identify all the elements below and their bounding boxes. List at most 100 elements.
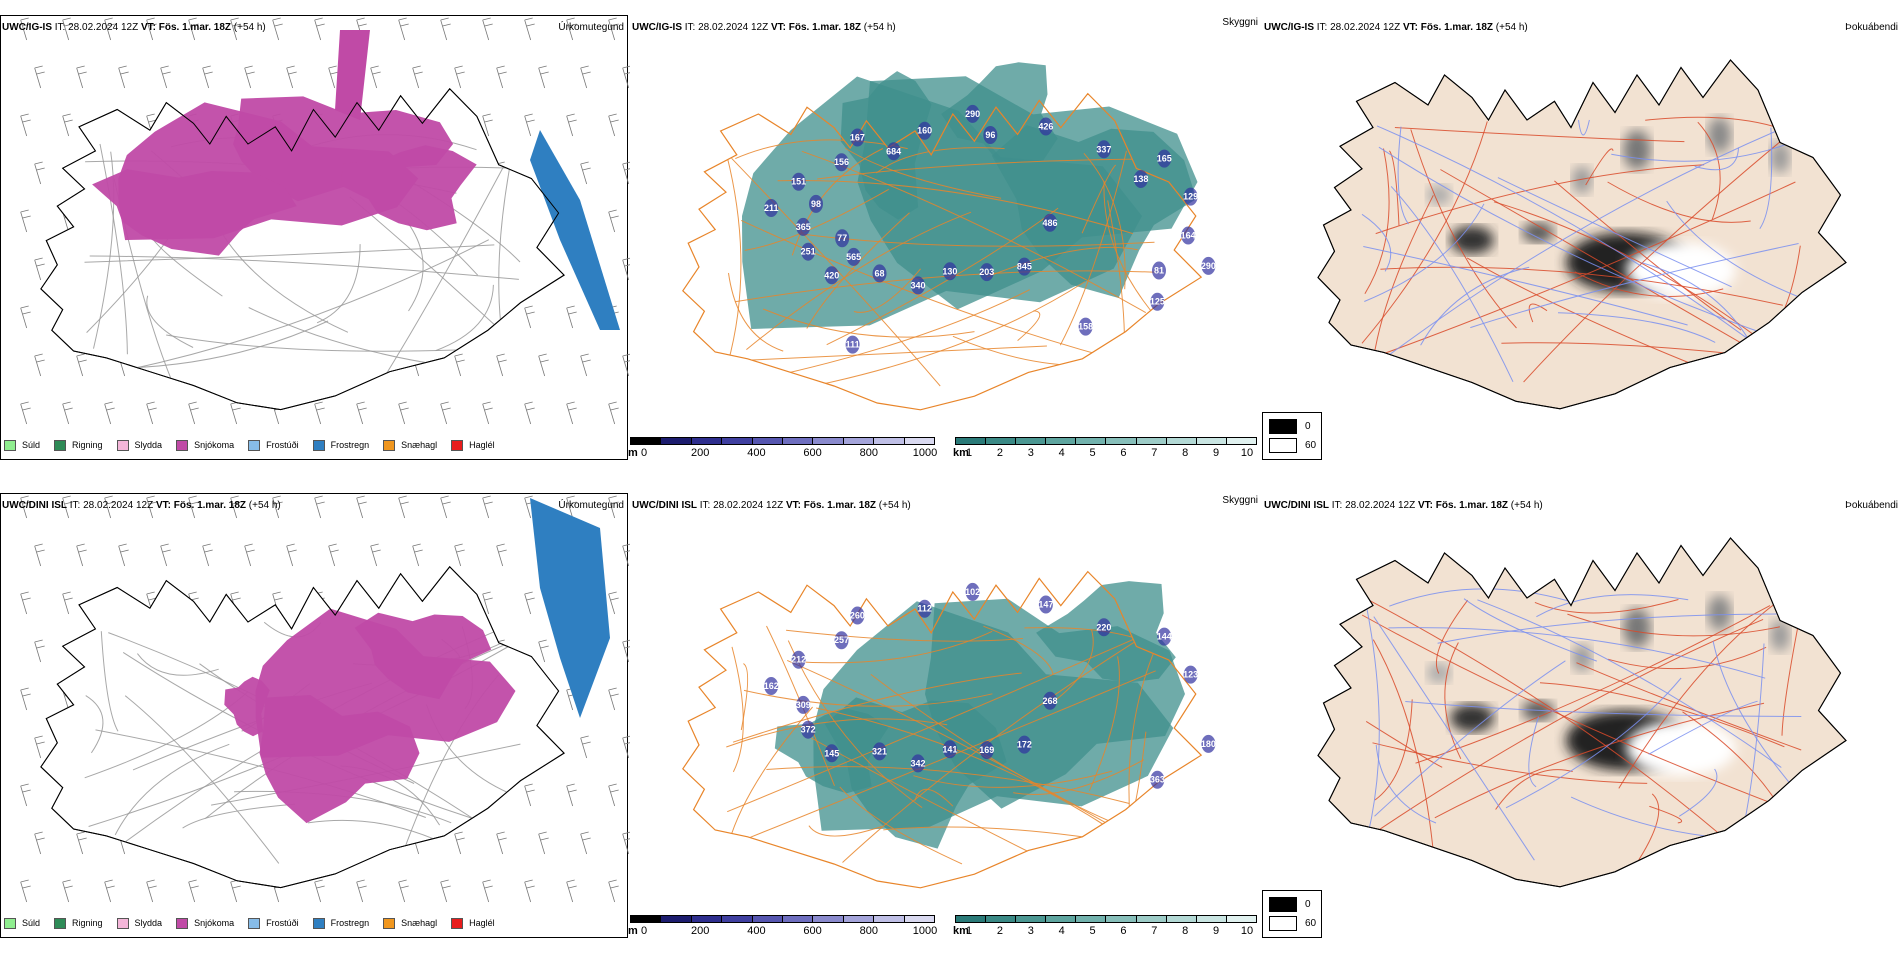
road-line [1013, 759, 1145, 796]
wind-barb [440, 495, 451, 519]
fog-legend-label: 60 [1305, 918, 1317, 929]
road-line [1649, 805, 1683, 824]
wind-barb [104, 17, 115, 41]
ceiling-label: 164 [1181, 230, 1196, 240]
fog-patch [1450, 226, 1494, 254]
wind-barb [272, 495, 283, 519]
road-line [146, 295, 194, 348]
legend-label: Slydda [134, 440, 163, 450]
ceiling-cell [1151, 261, 1166, 280]
ceiling-label: 145 [824, 748, 839, 758]
coastline [1317, 59, 1847, 410]
wind-barb [398, 495, 409, 519]
wind-barb [412, 65, 423, 89]
fog-legend-label: 0 [1305, 421, 1311, 432]
colorbar-bin [1076, 438, 1107, 444]
colorbar-bin [1046, 916, 1077, 922]
colorbar-tick: 4 [1058, 925, 1065, 937]
wind-barb [454, 65, 465, 89]
wind-barb [20, 113, 31, 137]
legend-label: Snæhagl [401, 918, 438, 928]
wind-barb [146, 495, 157, 519]
panel-title: UWC/IG-IS IT: 28.02.2024 12Z VT: Fös. 1.… [2, 22, 266, 33]
road-line [407, 222, 424, 312]
snow-area [335, 30, 370, 120]
road-line [98, 239, 490, 377]
legend-label: Súld [22, 918, 41, 928]
ceiling-cell [824, 266, 839, 285]
fog-patch [1770, 141, 1790, 174]
legend-swatch [312, 439, 325, 451]
colorbar-bin [722, 438, 753, 444]
freezing-rain-area [530, 130, 620, 330]
legend-swatch [451, 917, 464, 929]
legend-label: Rigning [72, 440, 103, 450]
colorbar-bin [1196, 438, 1227, 444]
wind-barb [440, 401, 451, 425]
colorbar-bin [1196, 916, 1227, 922]
legend-item: Snjókoma [176, 917, 234, 929]
wind-barb [34, 831, 45, 855]
wind-barb [188, 879, 199, 903]
ceiling-label: 167 [850, 133, 865, 143]
ceiling-cell [872, 264, 887, 283]
ceiling-cell [1017, 735, 1032, 754]
colorbar-bin [956, 916, 987, 922]
panel-parameter-name: Skyggni [1222, 17, 1258, 28]
ceiling-label: 81 [1154, 266, 1164, 276]
legend-swatch [54, 917, 67, 929]
legend-swatch [54, 439, 67, 451]
road-line [1697, 121, 1721, 220]
ceiling-label: 845 [1017, 262, 1032, 272]
ceiling-label: 486 [1042, 218, 1057, 228]
wind-barb [608, 783, 619, 807]
road-line [1389, 588, 1570, 607]
wind-barb [566, 783, 577, 807]
legend-label: Frostregn [330, 918, 370, 928]
road-line [1607, 646, 1767, 670]
colorbar-tick: 10 [1240, 925, 1254, 937]
wind-barb [62, 495, 73, 519]
ceiling-label: 138 [1133, 174, 1148, 184]
wind-barb [398, 17, 409, 41]
wind-barb [20, 495, 31, 519]
wind-barb [580, 161, 591, 185]
colorbar-tick: 400 [747, 925, 766, 937]
ceiling-cell [917, 599, 932, 618]
ceiling-cell [1096, 140, 1111, 159]
road-line [1539, 682, 1785, 748]
forecast-row-ig-is: UWC/IG-IS IT: 28.02.2024 12Z VT: Fös. 1.… [0, 0, 1900, 475]
ceiling-label: 98 [811, 199, 821, 209]
ceiling-cell [917, 121, 932, 140]
ceiling-label: 203 [979, 267, 994, 277]
ceiling-label: 123 [1183, 670, 1198, 680]
ceiling-label: 251 [801, 247, 816, 257]
road-line [1576, 662, 1802, 751]
legend-label: Slydda [134, 918, 163, 928]
ceiling-cell [796, 217, 811, 236]
colorbar-bin [1046, 438, 1077, 444]
fog-patch [1707, 117, 1732, 153]
ceiling-cell [835, 229, 850, 248]
fog-indicator-panel: UWC/DINI ISL IT: 28.02.2024 12Z VT: Fös.… [1262, 478, 1900, 953]
wind-barb [62, 17, 73, 41]
fog-map [1317, 537, 1847, 888]
low-visibility-area [991, 125, 1197, 298]
road-line [1694, 147, 1739, 171]
road-line [792, 630, 993, 664]
legend-item: Frostregn [312, 439, 369, 451]
road-line [1378, 146, 1795, 345]
ceiling-cell [1150, 292, 1165, 311]
road-line [1017, 310, 1041, 341]
wind-barb [538, 639, 549, 663]
fog-legend-label: 0 [1305, 899, 1311, 910]
legend-item: Snæhagl [383, 439, 437, 451]
road-line [316, 244, 361, 324]
ceiling-cell [942, 262, 957, 281]
colorbar-bin [1106, 438, 1137, 444]
ceiling-visibility-panel: 268 145 102 172 162 144 342 260 180 372 147 169 212 1… [628, 478, 1260, 953]
wind-barb [202, 65, 213, 89]
wind-barb [20, 401, 31, 425]
fog-legend-swatch [1269, 897, 1297, 912]
wind-barb [314, 401, 325, 425]
